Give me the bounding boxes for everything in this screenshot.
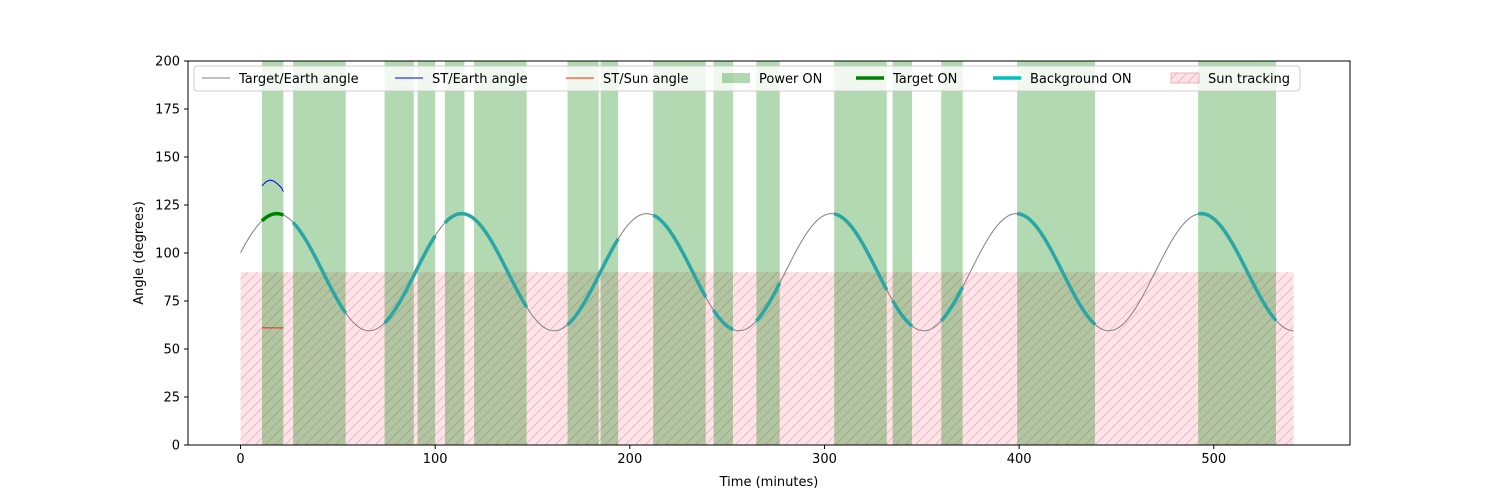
power-on-span-13 bbox=[941, 61, 963, 445]
legend-swatch-hatch-6 bbox=[1171, 73, 1199, 83]
y-tick-label-8: 200 bbox=[155, 55, 180, 70]
background-on-segment-5 bbox=[712, 309, 734, 332]
legend-label-1: ST/Earth angle bbox=[432, 72, 528, 87]
legend-label-4: Target ON bbox=[892, 72, 957, 87]
background-on-segment-10 bbox=[1017, 211, 1097, 326]
background-on-segment-6 bbox=[755, 282, 782, 323]
plot-area bbox=[240, 61, 1294, 445]
background-on-segment-0 bbox=[291, 221, 348, 314]
power-on-span-11 bbox=[834, 61, 887, 445]
background-on-segment-11 bbox=[1197, 211, 1278, 322]
background-on-segment-7 bbox=[833, 212, 889, 291]
power-on-span-9 bbox=[713, 61, 733, 445]
background-on-segment-3 bbox=[566, 237, 620, 327]
y-tick-label-5: 125 bbox=[155, 199, 180, 214]
legend-swatch-3 bbox=[722, 73, 750, 83]
power-on-span-10 bbox=[756, 61, 780, 445]
background-on-segment-2 bbox=[443, 211, 529, 309]
y-axis-label: Angle (degrees) bbox=[132, 201, 147, 305]
legend-label-0: Target/Earth angle bbox=[238, 72, 359, 87]
st-earth-angle-line bbox=[261, 179, 284, 192]
y-tick-label-6: 150 bbox=[155, 151, 180, 166]
target-on-segment-0 bbox=[260, 211, 285, 223]
background-on-segment-4 bbox=[652, 213, 708, 298]
power-on-span-6 bbox=[567, 61, 599, 445]
power-on-span-8 bbox=[653, 61, 706, 445]
y-tick-label-7: 175 bbox=[155, 103, 180, 118]
legend-label-5: Background ON bbox=[1030, 72, 1132, 87]
x-tick-label-1: 100 bbox=[423, 452, 448, 467]
legend-label-2: ST/Sun angle bbox=[603, 72, 689, 87]
power-on-span-4 bbox=[444, 61, 465, 445]
x-tick-label-5: 500 bbox=[1201, 452, 1226, 467]
x-axis: 0 100 200 300 400 500 bbox=[236, 445, 1226, 467]
power-on-span-2 bbox=[384, 61, 414, 445]
power-on-span-14 bbox=[1017, 61, 1096, 445]
x-axis-label: Time (minutes) bbox=[719, 475, 819, 490]
background-on-segment-1 bbox=[383, 234, 437, 325]
legend: Target/Earth angle ST/Earth angle ST/Sun a… bbox=[193, 65, 1301, 92]
x-tick-label-3: 300 bbox=[812, 452, 837, 467]
y-tick-label-4: 100 bbox=[155, 247, 180, 262]
y-axis: 0 25 50 75 100 125 150 175 200 bbox=[155, 55, 188, 454]
y-tick-label-2: 50 bbox=[163, 343, 180, 358]
x-tick-label-0: 0 bbox=[236, 452, 244, 467]
power-on-span-1 bbox=[293, 61, 346, 445]
power-on-span-12 bbox=[892, 61, 913, 445]
x-tick-label-2: 200 bbox=[617, 452, 642, 467]
x-tick-label-4: 400 bbox=[1007, 452, 1032, 467]
background-on-segment-8 bbox=[891, 299, 914, 328]
y-tick-label-1: 25 bbox=[163, 391, 180, 406]
power-on-span-0 bbox=[261, 61, 284, 445]
y-tick-label-3: 75 bbox=[163, 295, 180, 310]
background-on-segment-9 bbox=[939, 286, 965, 323]
y-tick-label-0: 0 bbox=[172, 439, 180, 454]
legend-label-3: Power ON bbox=[759, 72, 822, 87]
legend-box bbox=[193, 65, 1301, 92]
legend-label-6: Sun tracking bbox=[1208, 72, 1290, 87]
sun-tracking-hatch bbox=[240, 272, 1294, 445]
power-on-span-5 bbox=[474, 61, 527, 445]
